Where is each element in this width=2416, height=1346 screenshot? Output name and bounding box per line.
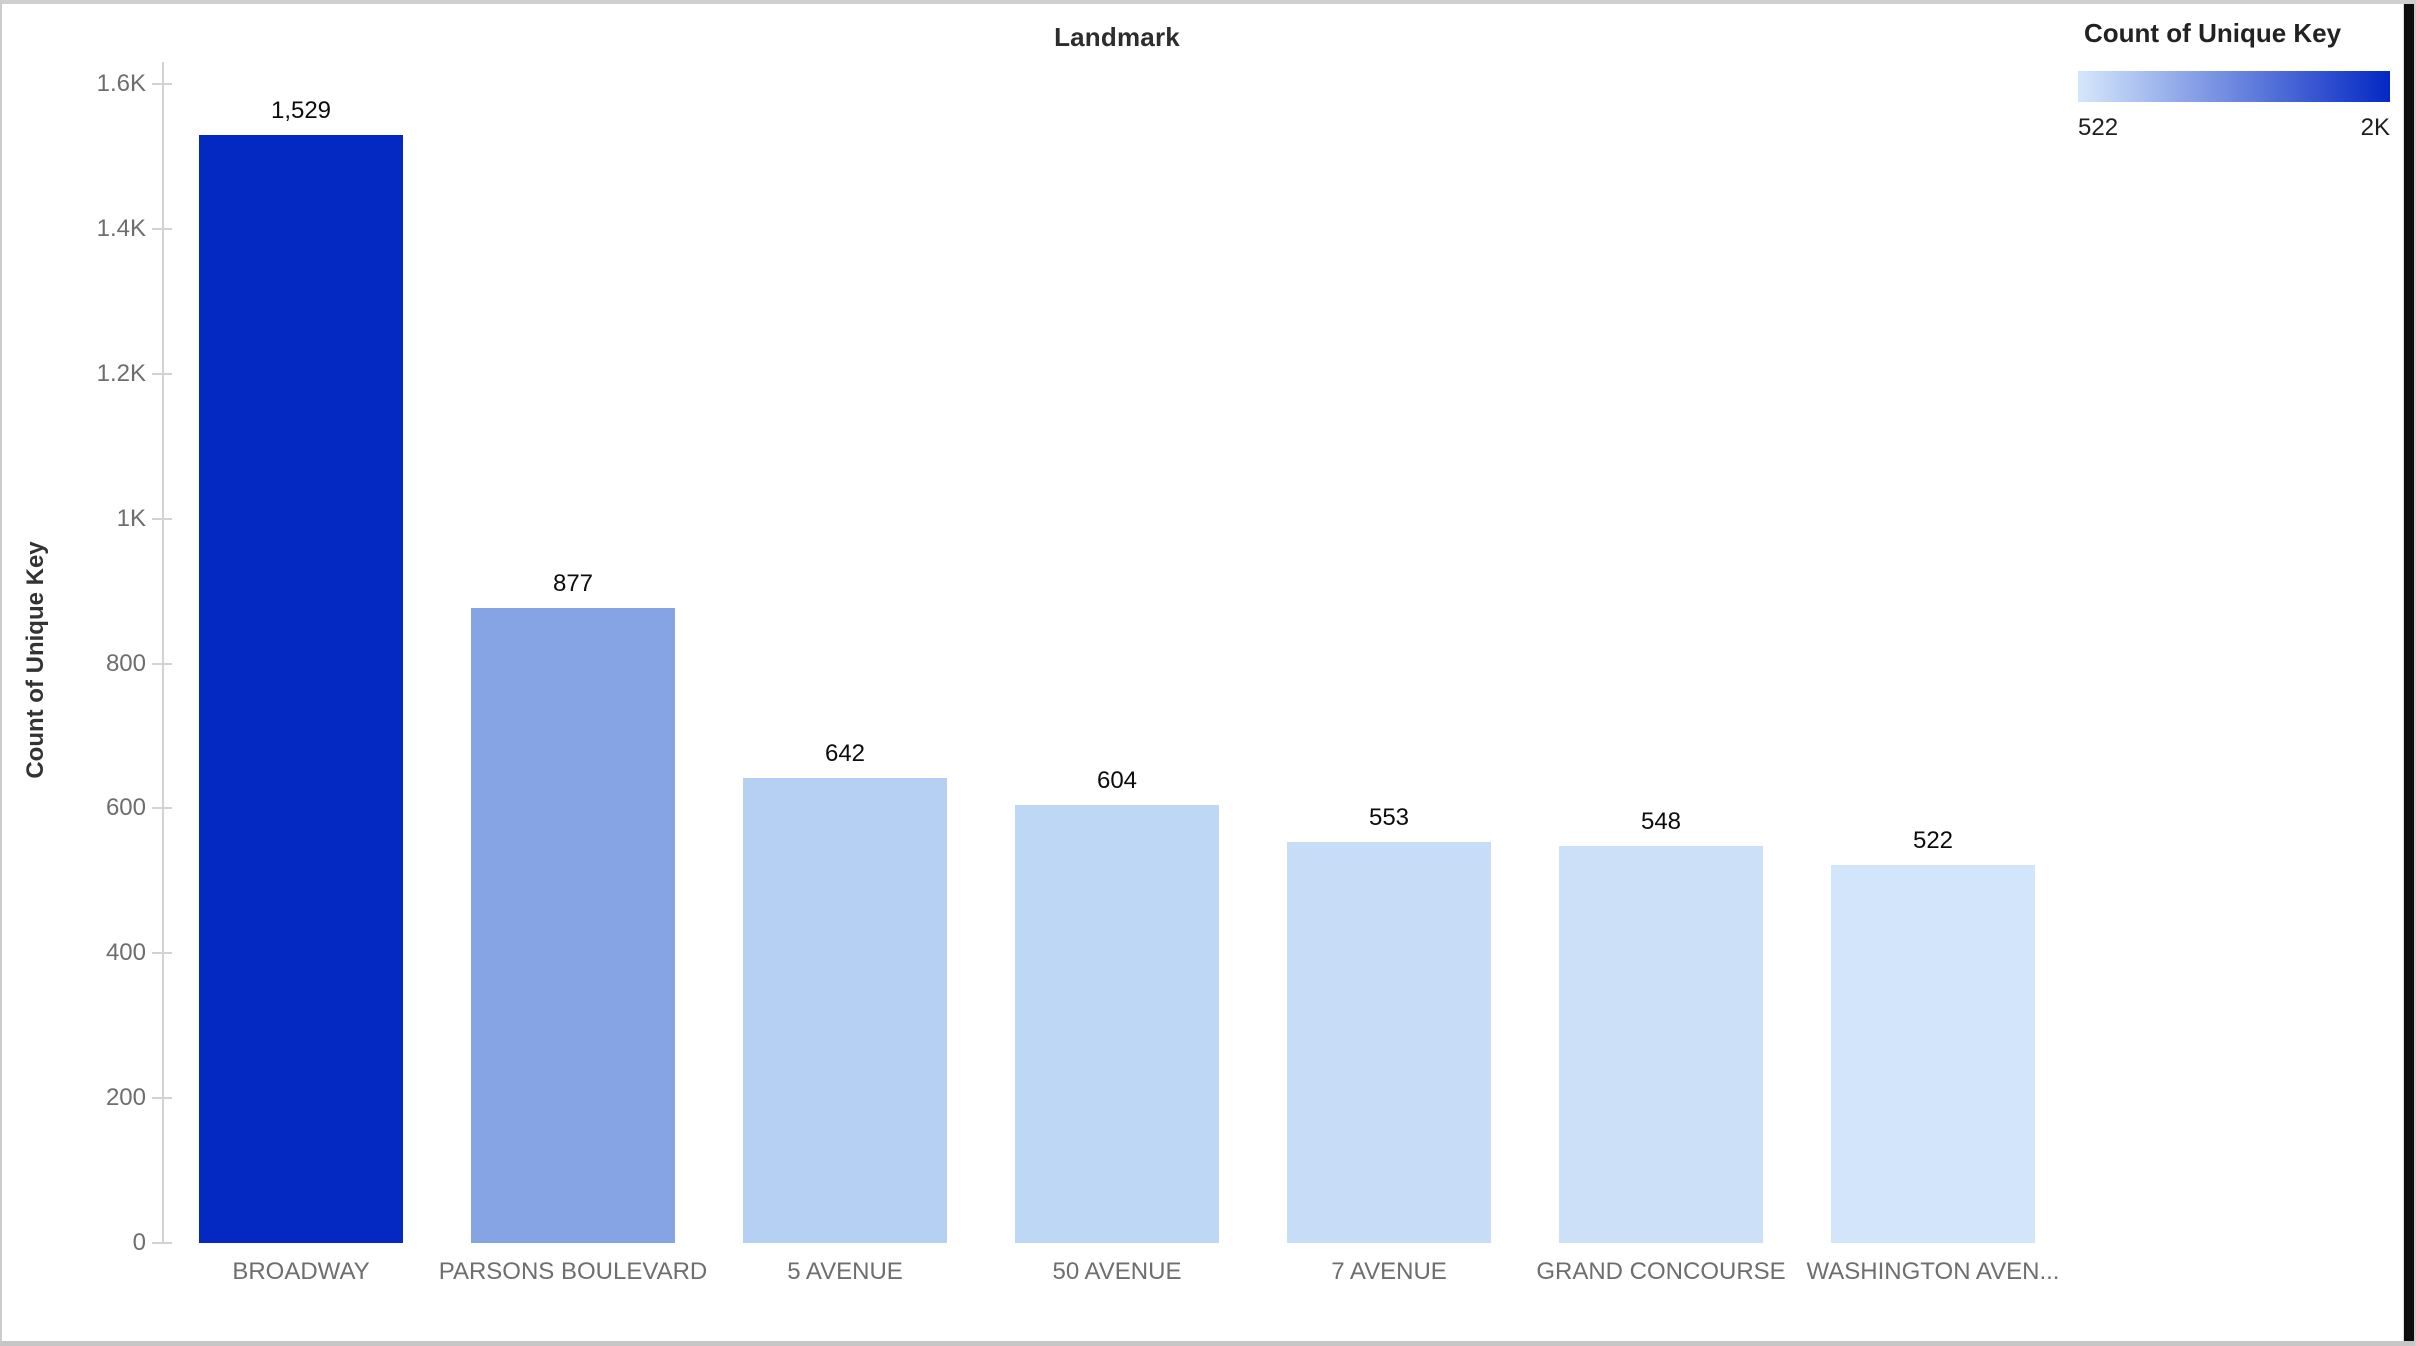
x-tick-label: 5 AVENUE [787,1258,903,1285]
bar-value-label: 1,529 [270,97,332,125]
legend-gradient-bar [2078,71,2390,102]
bar[interactable] [1559,846,1763,1243]
x-tick-label: PARSONS BOULEVARD [438,1258,708,1285]
bar[interactable] [199,135,403,1243]
card-border-right [2414,0,2416,1346]
y-tick-label: 1.2K [96,359,146,387]
legend-min-label: 522 [2078,114,2119,141]
bar-value-label: 604 [1096,767,1138,795]
y-tick-mark [152,372,172,375]
bar-value-label: 553 [1368,804,1410,832]
x-tick-label: WASHINGTON AVEN... [1806,1258,2060,1285]
y-axis-line [162,62,164,1243]
bar-value-label: 548 [1640,808,1682,836]
chart-title: Landmark [1054,22,1180,52]
card-border-top [0,0,2416,4]
y-tick-mark [152,227,172,230]
bar[interactable] [1831,864,2035,1243]
y-tick-mark [152,807,172,810]
x-tick-label: 50 AVENUE [1052,1258,1182,1285]
bar-value-label: 642 [824,739,866,767]
legend-scale-labels: 522 2K [2078,114,2390,142]
legend-max-label: 2K [2360,114,2390,141]
y-tick-label: 800 [105,649,146,677]
y-tick-label: 200 [105,1084,146,1112]
bar[interactable] [1287,842,1491,1243]
y-tick-label: 1K [116,504,146,532]
card-border-bottom [0,1341,2416,1346]
y-tick-mark [152,83,172,85]
bar-value-label: 877 [552,569,594,597]
bar[interactable] [471,607,675,1243]
y-tick-mark [152,517,172,520]
scrollbar-thumb[interactable] [2404,4,2414,1341]
bar[interactable] [1015,805,1219,1243]
color-legend: Count of Unique Key 522 2K [2078,18,2390,142]
bar-value-label: 522 [1912,826,1954,854]
y-tick-mark [152,662,172,665]
y-tick-label: 600 [105,794,146,822]
x-tick-label: GRAND CONCOURSE [1536,1258,1786,1285]
y-tick-label: 1.6K [96,70,146,97]
y-tick-label: 1.4K [96,214,146,242]
x-tick-label: BROADWAY [232,1258,370,1285]
y-tick-mark [152,1097,172,1100]
y-tick-mark [152,952,172,955]
y-tick-label: 0 [132,1229,146,1256]
legend-title: Count of Unique Key [2084,18,2342,48]
y-tick-label: 400 [105,939,146,967]
y-tick-mark [152,1242,172,1244]
scrollbar-separator [2403,4,2404,1341]
card-border-left [0,0,2,1346]
bar[interactable] [743,777,947,1243]
x-tick-label: 7 AVENUE [1331,1258,1447,1285]
